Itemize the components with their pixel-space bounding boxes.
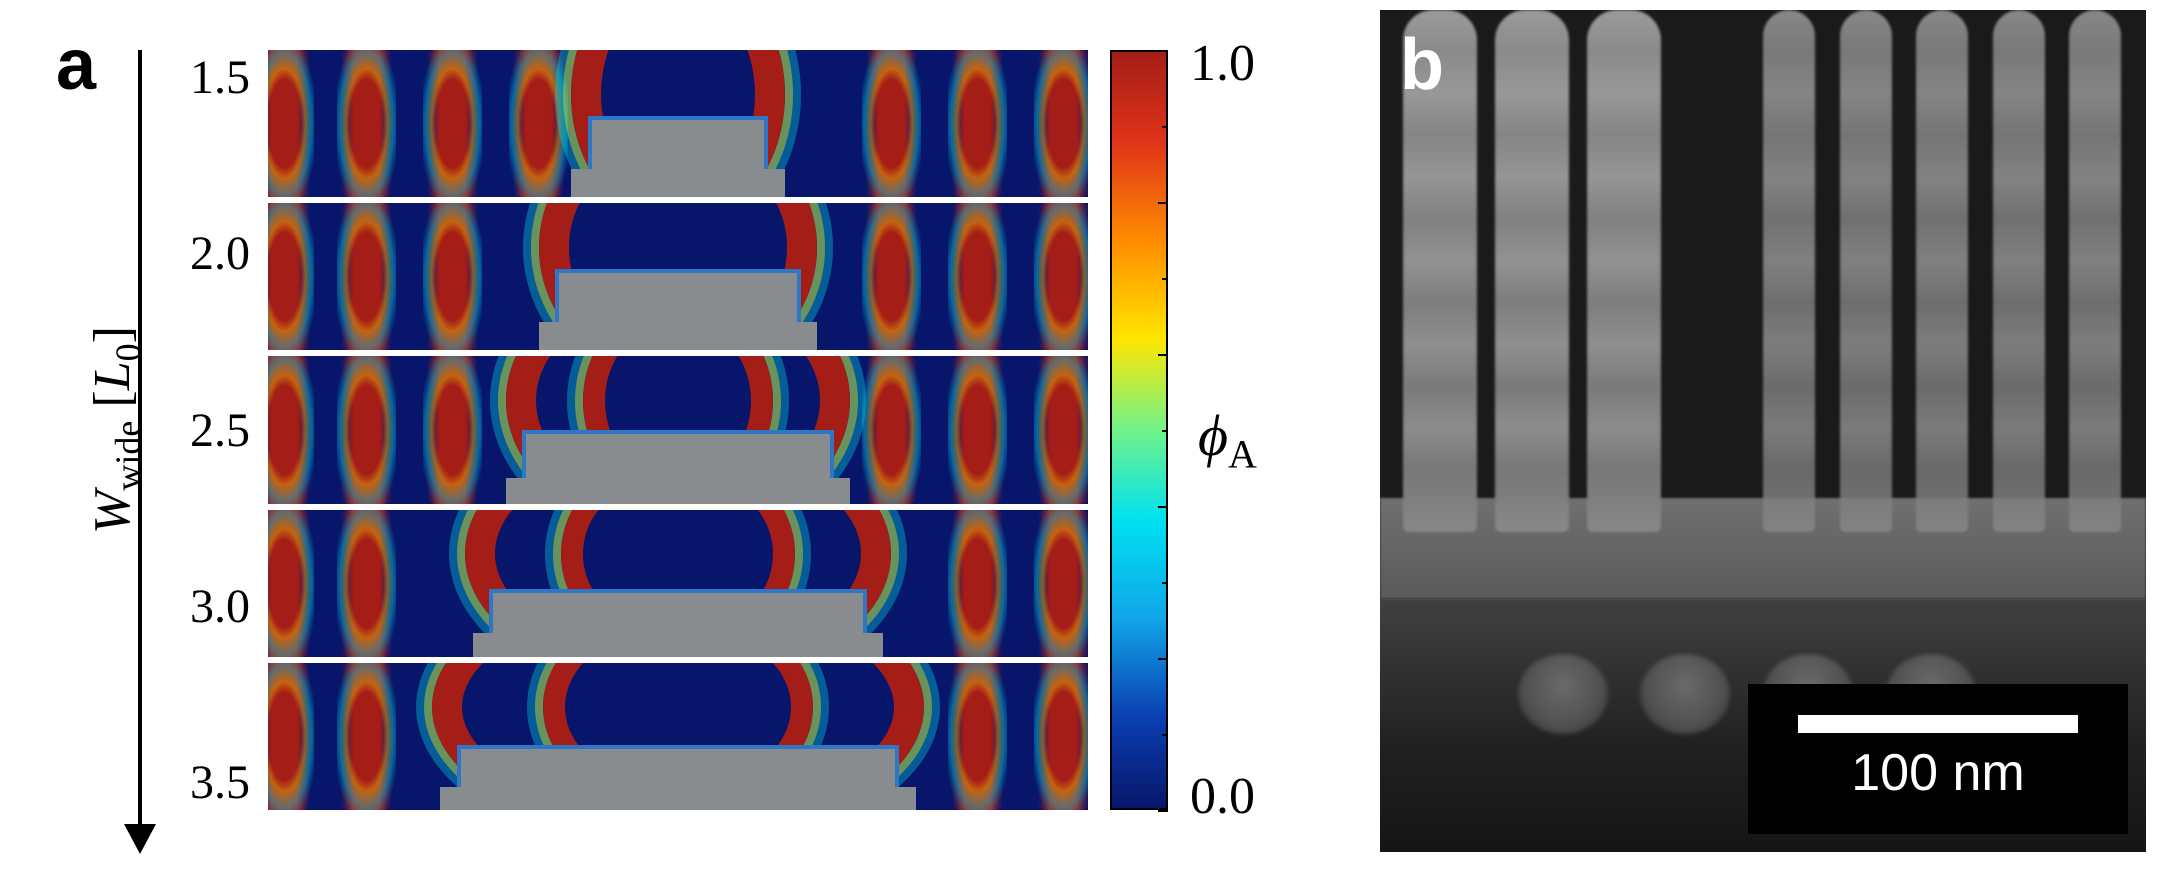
heatmap-strip <box>268 356 1088 503</box>
lamella <box>513 50 564 197</box>
colorbar-ticks <box>1168 50 1182 810</box>
sem-column <box>1993 10 2045 532</box>
y-axis-symbol: W <box>84 491 141 534</box>
lamella <box>1038 510 1088 657</box>
lamella <box>952 203 1003 350</box>
sem-column <box>1916 10 1968 532</box>
y-tick: 3.5 <box>160 755 250 810</box>
y-axis-unit-open: [ <box>84 390 141 407</box>
lamella <box>268 356 310 503</box>
colorbar-tick <box>1158 354 1168 356</box>
y-tick: 3.0 <box>160 579 250 634</box>
lamella <box>952 50 1003 197</box>
colorbar-tick <box>1158 658 1168 660</box>
heatmap-strip <box>268 50 1088 197</box>
lamella <box>268 203 310 350</box>
y-axis-unit-sub: 0 <box>108 343 148 361</box>
colorbar-tick <box>1158 810 1168 812</box>
lamella <box>341 203 392 350</box>
figure-container: a Wwide [L0] 1.52.02.53.03.5 1.0 0.0 ϕA … <box>0 0 2166 872</box>
lamella <box>866 356 917 503</box>
lamella <box>341 663 392 810</box>
scalebar-text: 100 nm <box>1851 743 2024 803</box>
colorbar-max: 1.0 <box>1190 34 1255 93</box>
colorbar-tick-minor <box>1162 430 1168 432</box>
colorbar-label: ϕA <box>1198 402 1257 478</box>
lamella <box>866 203 917 350</box>
colorbar-symbol: ϕ <box>1198 403 1228 468</box>
y-axis-label: Wwide [L0] <box>83 326 149 534</box>
lamella <box>341 510 392 657</box>
y-axis-unit-close: ] <box>84 326 141 343</box>
sem-column <box>1763 10 1815 532</box>
heatmap-strip <box>268 203 1088 350</box>
panel-b: b 100 nm <box>1380 10 2146 852</box>
heatmap-strips <box>268 50 1088 810</box>
step-block-base <box>440 787 916 810</box>
lamella <box>268 663 310 810</box>
lamella <box>427 356 478 503</box>
y-tick: 2.5 <box>160 403 250 458</box>
sem-column <box>2069 10 2121 532</box>
sem-column <box>1840 10 1892 532</box>
step-block-base <box>473 633 883 657</box>
lamella <box>952 663 1003 810</box>
lamella <box>427 203 478 350</box>
colorbar-tick-minor <box>1162 126 1168 128</box>
scalebar-line <box>1798 715 2078 733</box>
lamella <box>952 510 1003 657</box>
panel-a-label: a <box>56 24 96 106</box>
lamella <box>1038 50 1088 197</box>
step-block-base <box>506 478 850 504</box>
colorbar-min: 0.0 <box>1190 767 1255 826</box>
lamella <box>341 50 392 197</box>
y-axis-unit: L <box>84 361 141 390</box>
lamella <box>268 510 310 657</box>
colorbar: 1.0 0.0 ϕA <box>1110 50 1320 810</box>
step-block-base <box>539 322 818 350</box>
lamella <box>952 356 1003 503</box>
lamella <box>1038 663 1088 810</box>
colorbar-symbol-sub: A <box>1228 432 1257 477</box>
lamella <box>268 50 310 197</box>
lamella <box>427 50 478 197</box>
colorbar-tick <box>1158 50 1168 52</box>
panel-a: a Wwide [L0] 1.5 2.0 2.5 3.0 3.5 1.0 0.0 ϕA <box>20 10 1300 862</box>
sem-column <box>1587 10 1661 532</box>
sem-bump <box>1640 654 1730 734</box>
heatmap-strip <box>268 510 1088 657</box>
colorbar-tick <box>1158 506 1168 508</box>
colorbar-gradient <box>1110 50 1168 810</box>
lamella <box>1038 203 1088 350</box>
sem-bump <box>1518 654 1608 734</box>
lamella <box>866 50 917 197</box>
colorbar-tick-minor <box>1162 734 1168 736</box>
heatmap-strip <box>268 663 1088 810</box>
lamella <box>341 356 392 503</box>
sem-column <box>1495 10 1569 532</box>
y-axis-ticks: 1.5 2.0 2.5 3.0 3.5 <box>160 50 250 810</box>
colorbar-tick-minor <box>1162 582 1168 584</box>
colorbar-tick-minor <box>1162 278 1168 280</box>
panel-b-label: b <box>1400 24 1444 106</box>
y-tick: 2.0 <box>160 226 250 281</box>
lamella <box>1038 356 1088 503</box>
y-tick: 1.5 <box>160 50 250 105</box>
step-block-base <box>571 169 784 197</box>
y-axis-sub: wide <box>108 421 148 491</box>
colorbar-tick <box>1158 202 1168 204</box>
scalebar: 100 nm <box>1748 684 2128 834</box>
